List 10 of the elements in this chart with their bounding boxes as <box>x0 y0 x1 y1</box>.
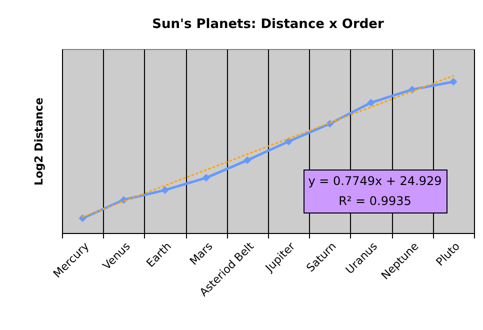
point <box>202 174 210 182</box>
chart-title: Sun's Planets: Distance x Order <box>152 17 384 32</box>
point <box>244 156 252 164</box>
point <box>367 98 375 106</box>
point <box>161 186 169 194</box>
point <box>284 138 292 146</box>
y-axis-title: Log2 Distance <box>32 98 46 186</box>
point <box>450 78 458 86</box>
annotation: y = 0.7749x + 24.929 <box>308 174 442 188</box>
annotation: R² = 0.9935 <box>338 194 412 208</box>
